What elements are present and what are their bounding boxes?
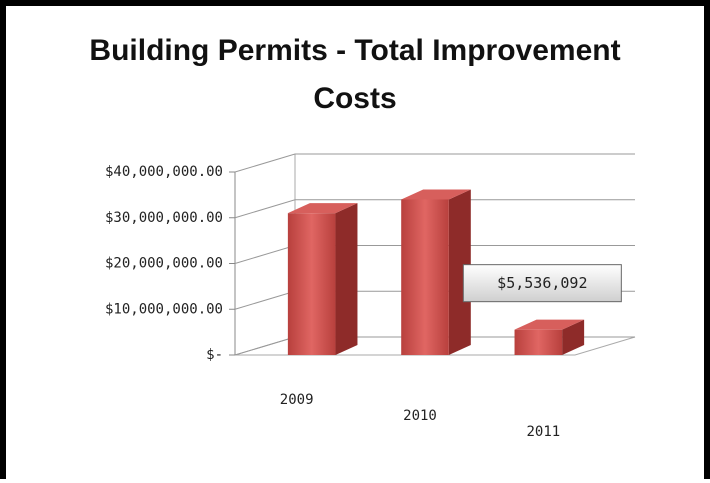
bar-side — [562, 319, 585, 355]
bar — [514, 329, 563, 355]
bar-top — [287, 203, 358, 214]
y-tick-label: $30,000,000.00 — [105, 210, 223, 226]
y-tick-label: $40,000,000.00 — [105, 164, 223, 180]
data-label: $5,536,092 — [497, 274, 587, 292]
y-tick-label: $10,000,000.00 — [105, 301, 223, 317]
bar-side — [448, 189, 471, 355]
x-tick-label: 2010 — [403, 408, 437, 424]
y-tick-label: $20,000,000.00 — [105, 256, 223, 272]
y-tick-label: $- — [206, 347, 223, 363]
bar-top — [401, 189, 471, 200]
x-tick-label: 2011 — [526, 424, 560, 440]
chart-title: Costs — [313, 82, 396, 115]
grid-line — [234, 199, 635, 219]
x-tick-label: 2009 — [280, 392, 314, 408]
bar-top — [514, 319, 585, 330]
data-label-box — [462, 264, 622, 303]
grid-line — [234, 153, 635, 173]
bar — [401, 199, 449, 355]
chart-title: Building Permits - Total Improvement — [89, 34, 620, 67]
bar-side — [335, 203, 358, 355]
bar — [287, 213, 336, 355]
